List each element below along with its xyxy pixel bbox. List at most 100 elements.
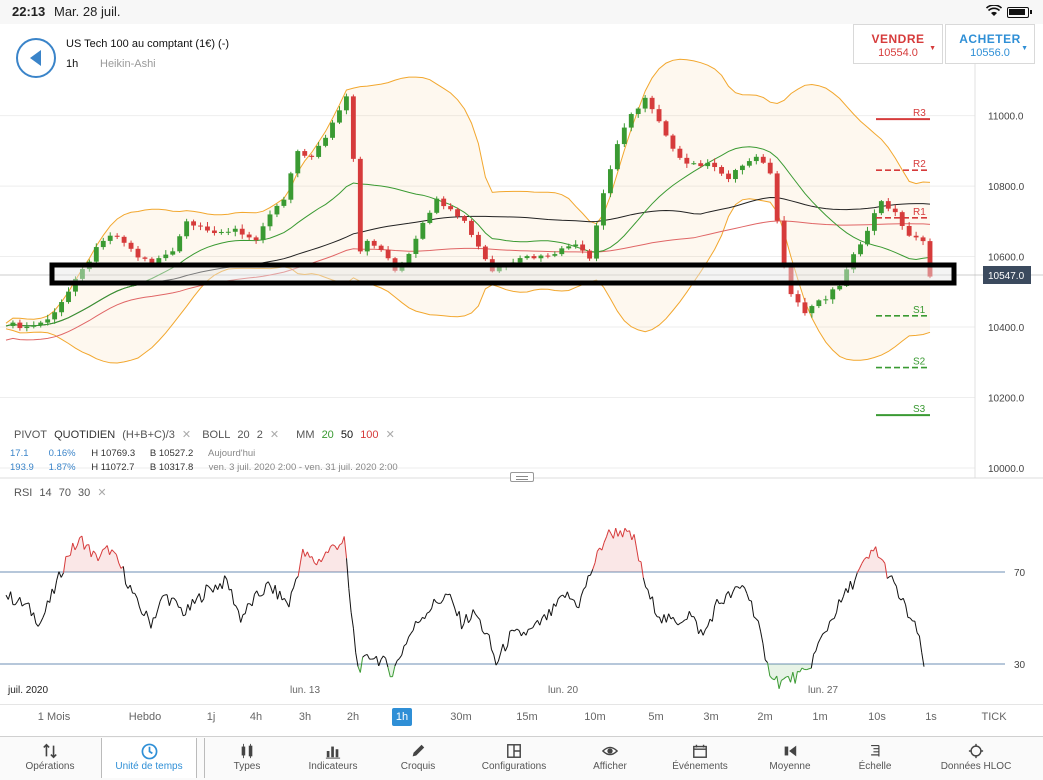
timeframe-10s[interactable]: 10s (868, 711, 886, 723)
rsi-segment (684, 618, 688, 621)
timeframe-15m[interactable]: 15m (516, 711, 538, 723)
remove-mm-icon[interactable]: ✕ (385, 429, 395, 441)
timeframe-1j[interactable]: 1j (206, 711, 216, 723)
rsi-segment (511, 629, 515, 632)
candle-body (774, 173, 780, 221)
rsi-segment (647, 589, 651, 600)
candle-body (781, 220, 787, 266)
rsi-segment (138, 606, 143, 614)
nav-configurations[interactable]: Configurations (466, 738, 562, 778)
rsi-segment (35, 623, 39, 627)
candle-body (642, 97, 648, 109)
rsi-segment (902, 598, 907, 606)
buy-button[interactable]: ACHETER 10556.0 ▼ (945, 24, 1035, 64)
timeframe-tick[interactable]: TICK (981, 711, 1007, 723)
timeframe-4h[interactable]: 4h (249, 711, 263, 723)
rsi-segment (5, 594, 9, 600)
rsi-segment (537, 620, 541, 626)
rsi-segment (753, 616, 757, 620)
rsi-segment (327, 546, 331, 553)
nav-indicateurs[interactable]: Indicateurs (285, 738, 381, 778)
rsi-segment (801, 667, 805, 670)
remove-boll-icon[interactable]: ✕ (269, 429, 280, 441)
rsi-segment (341, 536, 345, 544)
rsi-segment (97, 555, 101, 562)
rsi-segment (472, 609, 476, 615)
timeframe-10m[interactable]: 10m (584, 711, 606, 723)
rsi-segment (815, 642, 819, 652)
nav-donnees-hloc[interactable]: Données HLOC (928, 738, 1024, 778)
nav-afficher[interactable]: Afficher (562, 738, 658, 778)
remove-rsi-icon[interactable]: ✕ (97, 487, 107, 499)
rsi-segment (311, 556, 315, 563)
rsi-segment (617, 530, 621, 537)
nav-unite-de-temps[interactable]: Unité de temps (101, 738, 197, 778)
rsi-segment (594, 551, 598, 563)
rsi-segment (806, 668, 810, 671)
timeframe-1s[interactable]: 1s (925, 711, 937, 723)
timeframe-1m[interactable]: 1m (812, 711, 828, 723)
pivot-label-r2: R2 (913, 159, 926, 170)
rsi-segment (28, 602, 32, 616)
rsi-segment (454, 607, 458, 617)
candle-body (323, 137, 329, 146)
candle-body (100, 240, 106, 248)
rsi-segment (93, 550, 97, 555)
rsi-segment (785, 675, 789, 678)
rsi-segment (203, 584, 207, 599)
timeframe-hebdo[interactable]: Hebdo (128, 711, 162, 723)
chart-area[interactable]: R3 R2 R1 S1 S2 S3 11000.0 10800.0 10600.0 10400.… (0, 24, 1043, 704)
rsi-segment (184, 604, 189, 616)
rsi-segment (580, 589, 584, 597)
nav-moyenne[interactable]: Moyenne (742, 738, 838, 778)
timeframe-5m[interactable]: 5m (648, 711, 664, 723)
rsi-segment (242, 613, 246, 616)
back-button[interactable] (16, 38, 56, 78)
instrument-name: US Tech 100 au comptant (1€) (-) (66, 38, 230, 50)
rsi-segment (921, 652, 925, 667)
rsi-segment (44, 600, 48, 613)
timeframe-2m[interactable]: 2m (757, 711, 773, 723)
nav-croquis[interactable]: Croquis (370, 738, 466, 778)
rsi-segment (530, 627, 534, 630)
rsi-segment (352, 628, 357, 653)
rsi-segment (33, 612, 37, 624)
rsi-segment (431, 598, 435, 609)
nav-evenements[interactable]: Événements (652, 738, 748, 778)
nav-types[interactable]: Types (199, 738, 295, 778)
rsi-segment (385, 658, 389, 668)
rsi-segment (256, 590, 260, 597)
rsi-segment (109, 549, 113, 555)
rsi-segment (813, 650, 817, 655)
timeframe-30m[interactable]: 30m (450, 711, 472, 723)
rsi-segment (224, 575, 228, 580)
timeframe-3h[interactable]: 3h (298, 711, 312, 723)
rsi-segment (37, 622, 41, 627)
nav-echelle[interactable]: Échelle (827, 738, 923, 778)
candle-body (455, 209, 461, 217)
timeframe-3m[interactable]: 3m (703, 711, 719, 723)
timeframe-1h[interactable]: 1h (391, 708, 413, 726)
pane-resize-handle[interactable] (510, 472, 534, 482)
rsi-segment (143, 610, 147, 616)
rsi-segment (859, 563, 863, 569)
rsi-segment (682, 619, 686, 623)
rsi-segment (856, 568, 861, 573)
rsi-segment (907, 616, 911, 619)
sell-button[interactable]: VENDRE 10554.0 ▼ (853, 24, 943, 64)
candle-body (170, 251, 176, 255)
timeframe-2h[interactable]: 2h (346, 711, 360, 723)
timeframe-1-mois[interactable]: 1 Mois (37, 711, 71, 723)
rsi-segment (571, 598, 575, 601)
rsi-segment (486, 632, 490, 636)
rsi-segment (106, 545, 111, 555)
rsi-segment (767, 662, 771, 677)
rsi-segment (792, 672, 796, 684)
range-period: ven. 3 juil. 2020 2:00 - ven. 31 juil. 2… (208, 462, 398, 473)
candle-body (719, 167, 725, 174)
rsi-segment (293, 578, 297, 588)
remove-pivot-icon[interactable]: ✕ (181, 429, 192, 441)
nav-operations[interactable]: Opérations (2, 738, 98, 778)
candle-body (350, 96, 356, 159)
candle-body (496, 267, 502, 272)
